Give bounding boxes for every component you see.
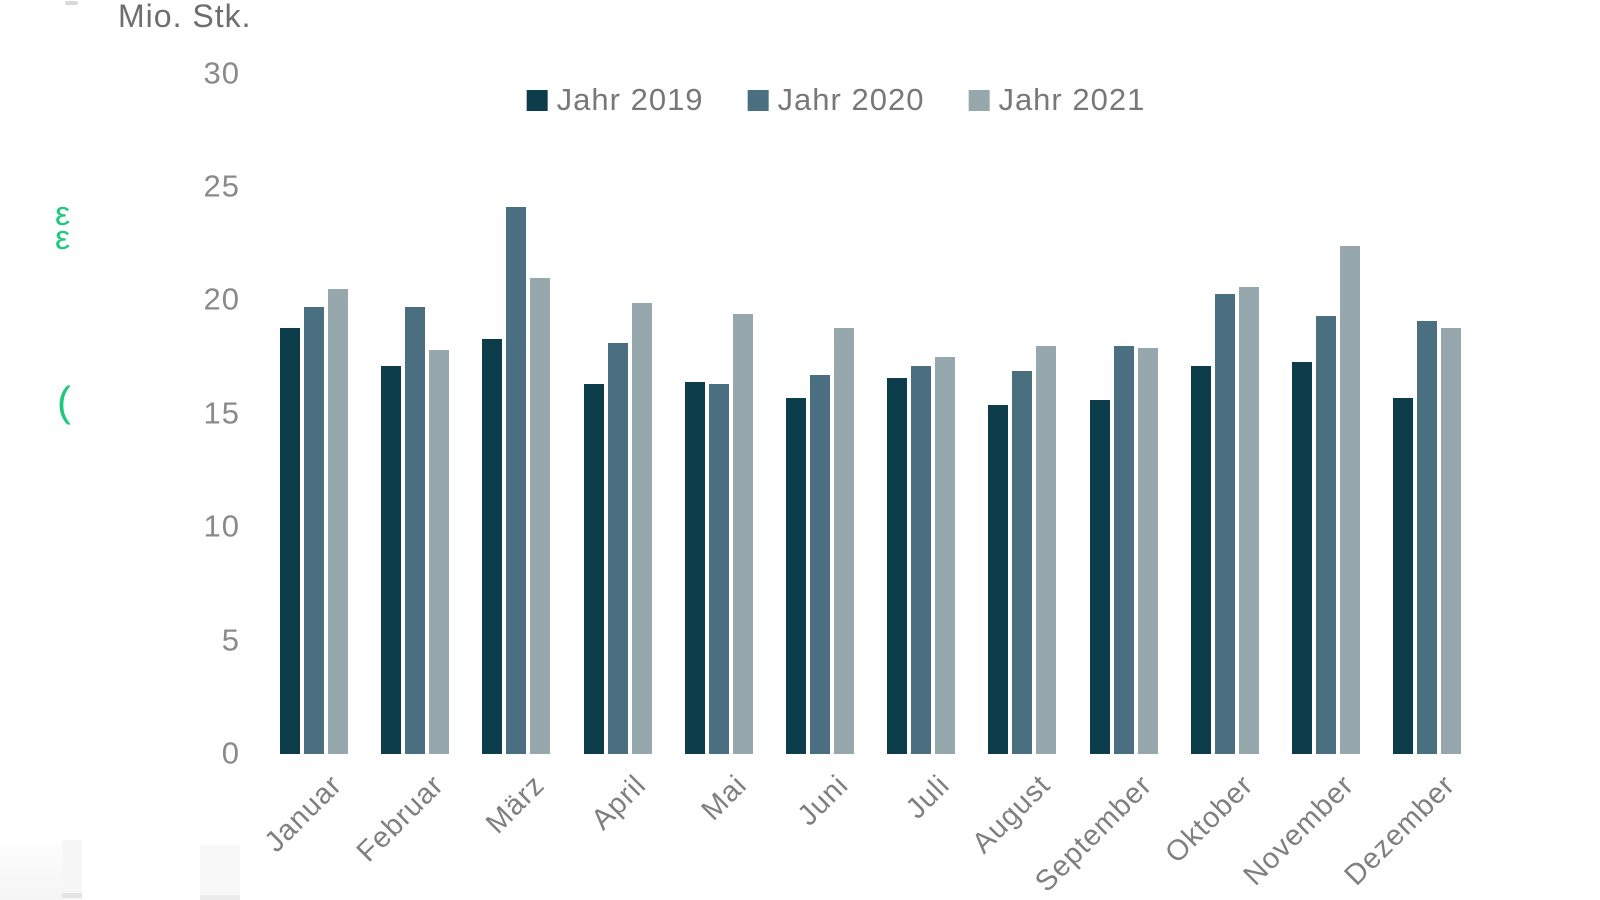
value-axis-title: Mio. Stk. [118,0,252,34]
bar-januar-jahr-2019 [280,327,300,754]
bar-februar-jahr-2021 [429,350,450,754]
y-axis-tick-0: 0 [221,735,240,771]
y-axis-tick-5: 5 [221,621,240,657]
bottom-left-artifact [62,840,82,900]
bar-maerz-jahr-2019 [482,338,503,754]
legend-label-jahr-2021: Jahr 2021 [998,82,1146,117]
bar-dezember-jahr-2021 [1441,327,1462,754]
bar-april-jahr-2020 [607,343,628,754]
y-axis-tick-30: 30 [203,54,240,90]
bar-januar-jahr-2020 [304,307,324,754]
legend-item-jahr-2020[interactable]: Jahr 2020 [747,82,925,118]
y-axis-tick-25: 25 [203,168,240,204]
bar-april-jahr-2021 [631,302,652,754]
bar-oktober-jahr-2020 [1214,293,1235,754]
left-edge-green-glyph-artifact: ε [55,219,71,257]
bar-juli-jahr-2019 [887,377,908,754]
bar-juli-jahr-2020 [911,366,932,754]
legend-item-jahr-2021[interactable]: Jahr 2021 [968,82,1145,118]
left-edge-green-glyph-artifact: ε [55,195,71,233]
bar-februar-jahr-2019 [381,366,402,754]
bar-juni-jahr-2020 [810,375,830,754]
bar-mai-jahr-2019 [684,382,705,754]
x-axis-label-text: August [966,769,1058,860]
bar-juni-jahr-2021 [834,327,854,754]
bar-september-jahr-2020 [1113,345,1134,754]
bar-januar-jahr-2021 [328,289,348,754]
bar-oktober-jahr-2019 [1190,366,1211,754]
bar-maerz-jahr-2020 [506,207,527,754]
bar-august-jahr-2020 [1012,370,1033,754]
left-edge-green-glyph-artifact: ( [57,378,71,425]
bar-juni-jahr-2019 [786,397,806,754]
legend-swatch-jahr-2020-icon [747,89,769,111]
x-axis-label-text: Mai [695,769,754,827]
x-axis-label-text: April [585,769,653,837]
bar-juli-jahr-2021 [935,357,956,754]
bar-mai-jahr-2020 [708,384,729,754]
bar-mai-jahr-2021 [732,314,753,754]
bar-oktober-jahr-2021 [1238,286,1259,754]
top-edge-dash-artifact [65,1,78,5]
legend-label-jahr-2020: Jahr 2020 [777,82,925,117]
bottom-left-artifact [200,895,240,900]
legend-swatch-jahr-2021-icon [968,89,990,111]
bar-dezember-jahr-2019 [1393,397,1414,754]
bar-september-jahr-2019 [1089,400,1110,754]
legend-item-jahr-2019[interactable]: Jahr 2019 [526,82,704,118]
y-axis-tick-20: 20 [203,281,240,317]
x-axis-label-text: März [479,769,552,841]
bar-august-jahr-2021 [1036,345,1057,754]
x-axis-label-text: Januar [259,769,349,859]
bar-maerz-jahr-2021 [530,277,551,754]
bar-november-jahr-2020 [1316,316,1336,754]
bar-september-jahr-2021 [1137,348,1158,754]
bar-november-jahr-2021 [1340,245,1360,754]
bottom-left-artifact [200,845,240,900]
bar-dezember-jahr-2020 [1417,320,1438,754]
bar-februar-jahr-2020 [405,307,426,754]
x-axis-label-text: Dezember [1338,769,1462,892]
x-axis-label-text: Oktober [1158,769,1260,870]
bar-august-jahr-2019 [988,404,1009,754]
bar-november-jahr-2019 [1292,361,1312,754]
bar-april-jahr-2019 [583,384,604,754]
legend-swatch-jahr-2019-icon [526,89,548,111]
y-axis-tick-10: 10 [203,508,240,544]
x-axis-label-text: Juni [791,769,855,833]
x-axis-label-text: Juli [899,769,956,826]
x-axis-label-text: Februar [350,769,450,869]
legend: Jahr 2019 Jahr 2020 Jahr 2021 [526,82,1146,118]
y-axis-tick-15: 15 [203,395,240,431]
bottom-left-artifact [0,845,62,900]
bottom-left-artifact [62,893,82,898]
legend-label-jahr-2019: Jahr 2019 [556,82,704,117]
